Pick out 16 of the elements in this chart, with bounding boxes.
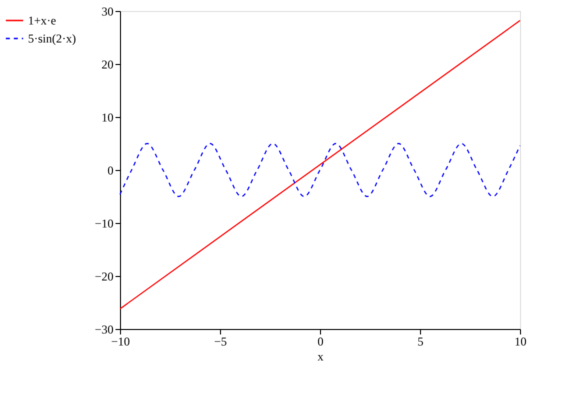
x-tick-label: 0: [318, 334, 324, 348]
x-tick-label: 10: [514, 334, 526, 348]
x-tick-label: −5: [214, 334, 227, 348]
y-tick-label: 30: [102, 4, 114, 18]
y-tick-label: 0: [108, 164, 114, 178]
y-tick-label: 20: [102, 58, 114, 72]
x-tick-label: 5: [418, 334, 424, 348]
y-tick-label: −30: [94, 322, 114, 336]
y-tick-label: 10: [102, 110, 114, 124]
x-tick-label: −10: [111, 334, 130, 348]
y-tick-label: −20: [94, 270, 114, 284]
legend-label: 1+x·e: [28, 14, 56, 28]
line-series: [119, 142, 521, 198]
y-tick-label: −10: [94, 216, 114, 230]
x-axis-title: x: [318, 350, 324, 364]
legend-label: 5·sin(2·x): [28, 32, 76, 46]
